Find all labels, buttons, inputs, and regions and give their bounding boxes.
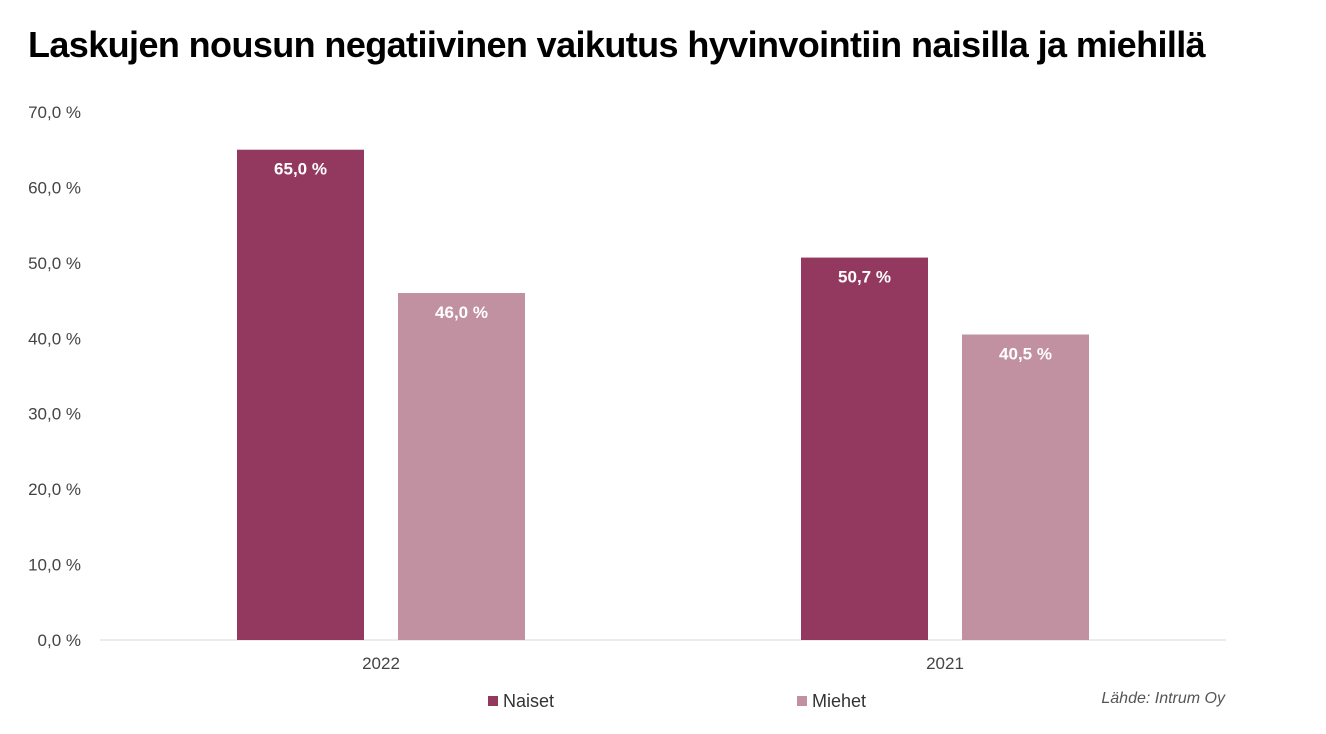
data-label: 40,5 % <box>999 345 1052 364</box>
data-label: 50,7 % <box>838 268 891 287</box>
legend-label-miehet: Miehet <box>812 691 866 711</box>
legend-swatch-miehet <box>797 696 807 706</box>
bar-miehet-2022 <box>398 293 525 640</box>
y-tick-label: 40,0 % <box>28 329 81 348</box>
y-tick-label: 50,0 % <box>28 254 81 273</box>
y-tick-label: 10,0 % <box>28 556 81 575</box>
x-tick-label: 2022 <box>362 654 400 673</box>
y-tick-label: 70,0 % <box>28 103 81 122</box>
source-note: Lähde: Intrum Oy <box>1101 690 1225 707</box>
bar-naiset-2021 <box>801 257 928 640</box>
legend-label-naiset: Naiset <box>503 691 554 711</box>
y-tick-label: 20,0 % <box>28 480 81 499</box>
y-tick-label: 30,0 % <box>28 405 81 424</box>
x-tick-label: 2021 <box>926 654 964 673</box>
data-label: 46,0 % <box>435 303 488 322</box>
legend-swatch-naiset <box>488 696 498 706</box>
y-tick-label: 60,0 % <box>28 178 81 197</box>
y-tick-label: 0,0 % <box>38 631 81 650</box>
chart-title: Laskujen nousun negatiivinen vaikutus hy… <box>28 24 1206 65</box>
data-label: 65,0 % <box>274 160 327 179</box>
bar-naiset-2022 <box>237 149 364 640</box>
bar-miehet-2021 <box>962 334 1089 640</box>
